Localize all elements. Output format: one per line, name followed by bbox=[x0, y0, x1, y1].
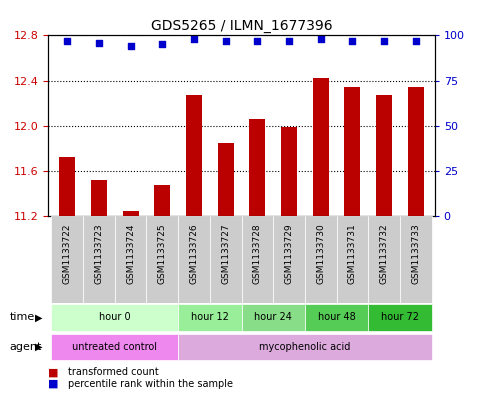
Point bbox=[254, 38, 261, 44]
Text: GSM1133727: GSM1133727 bbox=[221, 223, 230, 284]
FancyBboxPatch shape bbox=[242, 216, 273, 303]
Text: ■: ■ bbox=[48, 379, 59, 389]
Point bbox=[158, 41, 166, 48]
FancyBboxPatch shape bbox=[337, 216, 368, 303]
FancyBboxPatch shape bbox=[305, 304, 368, 331]
Text: GSM1133733: GSM1133733 bbox=[411, 223, 420, 284]
FancyBboxPatch shape bbox=[368, 304, 431, 331]
Text: agent: agent bbox=[10, 342, 42, 352]
Bar bbox=[344, 87, 360, 216]
Text: GSM1133726: GSM1133726 bbox=[189, 223, 199, 284]
FancyBboxPatch shape bbox=[305, 216, 337, 303]
Text: percentile rank within the sample: percentile rank within the sample bbox=[68, 379, 233, 389]
Bar bbox=[59, 158, 75, 216]
Point bbox=[63, 38, 71, 44]
Point bbox=[412, 38, 420, 44]
Point bbox=[349, 38, 356, 44]
FancyBboxPatch shape bbox=[400, 216, 431, 303]
FancyBboxPatch shape bbox=[146, 216, 178, 303]
Text: hour 72: hour 72 bbox=[381, 312, 419, 322]
Text: untreated control: untreated control bbox=[72, 342, 157, 352]
Text: ▶: ▶ bbox=[35, 312, 43, 322]
Text: hour 12: hour 12 bbox=[191, 312, 229, 322]
FancyBboxPatch shape bbox=[178, 216, 210, 303]
Bar bbox=[281, 127, 297, 216]
FancyBboxPatch shape bbox=[178, 334, 431, 360]
Text: time: time bbox=[10, 312, 35, 322]
Text: GSM1133729: GSM1133729 bbox=[284, 223, 294, 284]
Text: GSM1133728: GSM1133728 bbox=[253, 223, 262, 284]
Point bbox=[95, 39, 103, 46]
Text: GSM1133722: GSM1133722 bbox=[63, 223, 72, 284]
FancyBboxPatch shape bbox=[368, 216, 400, 303]
Point bbox=[127, 43, 134, 50]
FancyBboxPatch shape bbox=[178, 304, 242, 331]
FancyBboxPatch shape bbox=[242, 304, 305, 331]
FancyBboxPatch shape bbox=[52, 334, 178, 360]
Point bbox=[222, 38, 229, 44]
Point bbox=[190, 36, 198, 42]
Text: hour 24: hour 24 bbox=[254, 312, 292, 322]
Bar bbox=[155, 185, 170, 216]
Text: GSM1133725: GSM1133725 bbox=[158, 223, 167, 284]
FancyBboxPatch shape bbox=[273, 216, 305, 303]
FancyBboxPatch shape bbox=[210, 216, 242, 303]
Text: ■: ■ bbox=[48, 367, 59, 377]
Text: GSM1133730: GSM1133730 bbox=[316, 223, 325, 284]
Text: mycophenolic acid: mycophenolic acid bbox=[259, 342, 351, 352]
Text: hour 48: hour 48 bbox=[318, 312, 355, 322]
Point bbox=[380, 38, 388, 44]
Title: GDS5265 / ILMN_1677396: GDS5265 / ILMN_1677396 bbox=[151, 19, 332, 33]
Bar bbox=[408, 87, 424, 216]
Point bbox=[285, 38, 293, 44]
Text: GSM1133732: GSM1133732 bbox=[380, 223, 388, 284]
Bar bbox=[123, 211, 139, 216]
FancyBboxPatch shape bbox=[52, 304, 178, 331]
Text: hour 0: hour 0 bbox=[99, 312, 130, 322]
FancyBboxPatch shape bbox=[52, 216, 83, 303]
Bar bbox=[313, 78, 328, 216]
Text: GSM1133724: GSM1133724 bbox=[126, 223, 135, 284]
Text: ▶: ▶ bbox=[35, 342, 43, 352]
Text: GSM1133731: GSM1133731 bbox=[348, 223, 357, 284]
FancyBboxPatch shape bbox=[115, 216, 146, 303]
Bar bbox=[186, 95, 202, 216]
Bar bbox=[91, 180, 107, 216]
Bar bbox=[249, 119, 265, 216]
Point bbox=[317, 36, 325, 42]
FancyBboxPatch shape bbox=[83, 216, 115, 303]
Bar bbox=[376, 95, 392, 216]
Text: transformed count: transformed count bbox=[68, 367, 158, 377]
Text: GSM1133723: GSM1133723 bbox=[95, 223, 103, 284]
Bar bbox=[218, 143, 234, 216]
